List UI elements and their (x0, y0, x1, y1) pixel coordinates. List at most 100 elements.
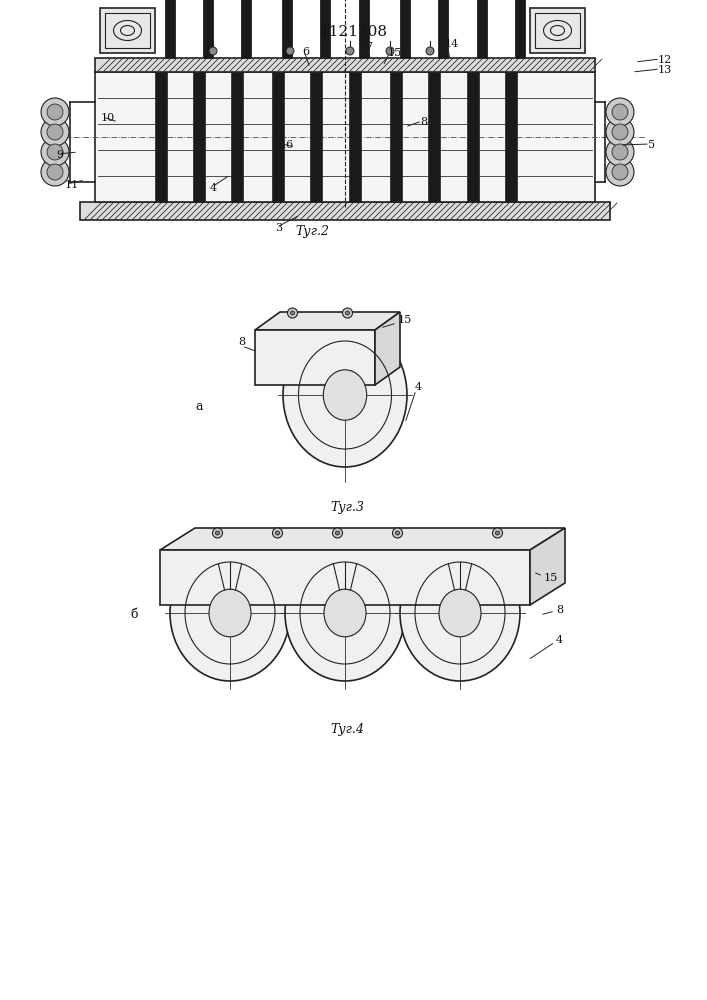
Circle shape (41, 118, 69, 146)
Circle shape (336, 531, 339, 535)
Circle shape (395, 531, 399, 535)
Text: Τуг.4: Τуг.4 (330, 724, 364, 736)
Circle shape (612, 104, 628, 120)
Ellipse shape (400, 545, 520, 681)
Bar (310, 72, 322, 202)
Text: 15: 15 (398, 315, 412, 325)
Bar (320, 0, 330, 58)
Circle shape (612, 164, 628, 180)
Bar (505, 72, 517, 202)
Ellipse shape (209, 589, 251, 637)
Circle shape (606, 138, 634, 166)
Circle shape (392, 528, 402, 538)
Bar (400, 0, 410, 58)
Text: 12: 12 (658, 55, 672, 65)
Circle shape (496, 531, 500, 535)
Circle shape (272, 528, 283, 538)
Text: 7: 7 (365, 42, 372, 52)
Circle shape (612, 124, 628, 140)
Bar (193, 72, 205, 202)
Text: Τуг.2: Τуг.2 (295, 226, 329, 238)
Text: 9: 9 (56, 150, 63, 160)
Circle shape (342, 308, 353, 318)
Bar (467, 72, 479, 202)
Bar (515, 0, 525, 58)
Text: Τуг.3: Τуг.3 (330, 502, 364, 514)
Circle shape (209, 47, 217, 55)
Bar (105, 13, 150, 48)
Bar (359, 0, 369, 58)
Circle shape (426, 47, 434, 55)
Ellipse shape (439, 589, 481, 637)
Circle shape (346, 311, 349, 315)
Text: 14: 14 (445, 39, 460, 49)
Circle shape (47, 144, 63, 160)
Bar (390, 72, 402, 202)
Text: 10: 10 (101, 113, 115, 123)
Text: 8: 8 (420, 117, 427, 127)
Text: 6: 6 (302, 47, 309, 57)
Circle shape (332, 528, 342, 538)
Text: 4: 4 (415, 382, 422, 392)
Text: 1121708: 1121708 (319, 25, 387, 39)
Circle shape (276, 531, 279, 535)
Polygon shape (375, 312, 400, 385)
Circle shape (606, 118, 634, 146)
Circle shape (493, 528, 503, 538)
Text: 4: 4 (210, 183, 217, 193)
Circle shape (41, 158, 69, 186)
Circle shape (213, 528, 223, 538)
Circle shape (291, 311, 295, 315)
Text: 4: 4 (556, 635, 563, 645)
Bar (438, 0, 448, 58)
Circle shape (286, 47, 294, 55)
Text: 15: 15 (388, 48, 402, 58)
Circle shape (606, 158, 634, 186)
Bar (477, 0, 487, 58)
Bar (80, 202, 610, 220)
Ellipse shape (323, 370, 367, 420)
Polygon shape (160, 550, 530, 605)
Bar (95, 72, 595, 202)
Bar (155, 72, 167, 202)
Ellipse shape (283, 323, 407, 467)
Ellipse shape (544, 20, 571, 40)
Bar (530, 8, 585, 53)
Circle shape (346, 47, 354, 55)
Bar (165, 0, 175, 58)
Bar (272, 72, 284, 202)
Ellipse shape (285, 545, 405, 681)
Bar (241, 0, 251, 58)
Text: 8: 8 (556, 605, 563, 615)
Text: 16: 16 (280, 140, 294, 150)
Text: б: б (130, 608, 137, 621)
Bar (100, 8, 155, 53)
Bar (535, 13, 580, 48)
Circle shape (41, 98, 69, 126)
Polygon shape (255, 312, 400, 330)
Polygon shape (160, 528, 565, 550)
Bar (95, 58, 595, 72)
Ellipse shape (324, 589, 366, 637)
Bar (282, 0, 292, 58)
Text: 8: 8 (238, 337, 245, 347)
Ellipse shape (170, 545, 290, 681)
Circle shape (386, 47, 394, 55)
Polygon shape (530, 528, 565, 605)
Text: 5: 5 (648, 140, 655, 150)
Polygon shape (255, 330, 375, 385)
Circle shape (288, 308, 298, 318)
Bar (349, 72, 361, 202)
Ellipse shape (114, 20, 141, 40)
Circle shape (612, 144, 628, 160)
Circle shape (47, 104, 63, 120)
Circle shape (47, 164, 63, 180)
Circle shape (41, 138, 69, 166)
Text: a: a (195, 400, 202, 414)
Bar (428, 72, 440, 202)
Bar (203, 0, 213, 58)
Text: 3: 3 (275, 223, 282, 233)
Circle shape (47, 124, 63, 140)
Text: 13: 13 (658, 65, 672, 75)
Circle shape (606, 98, 634, 126)
